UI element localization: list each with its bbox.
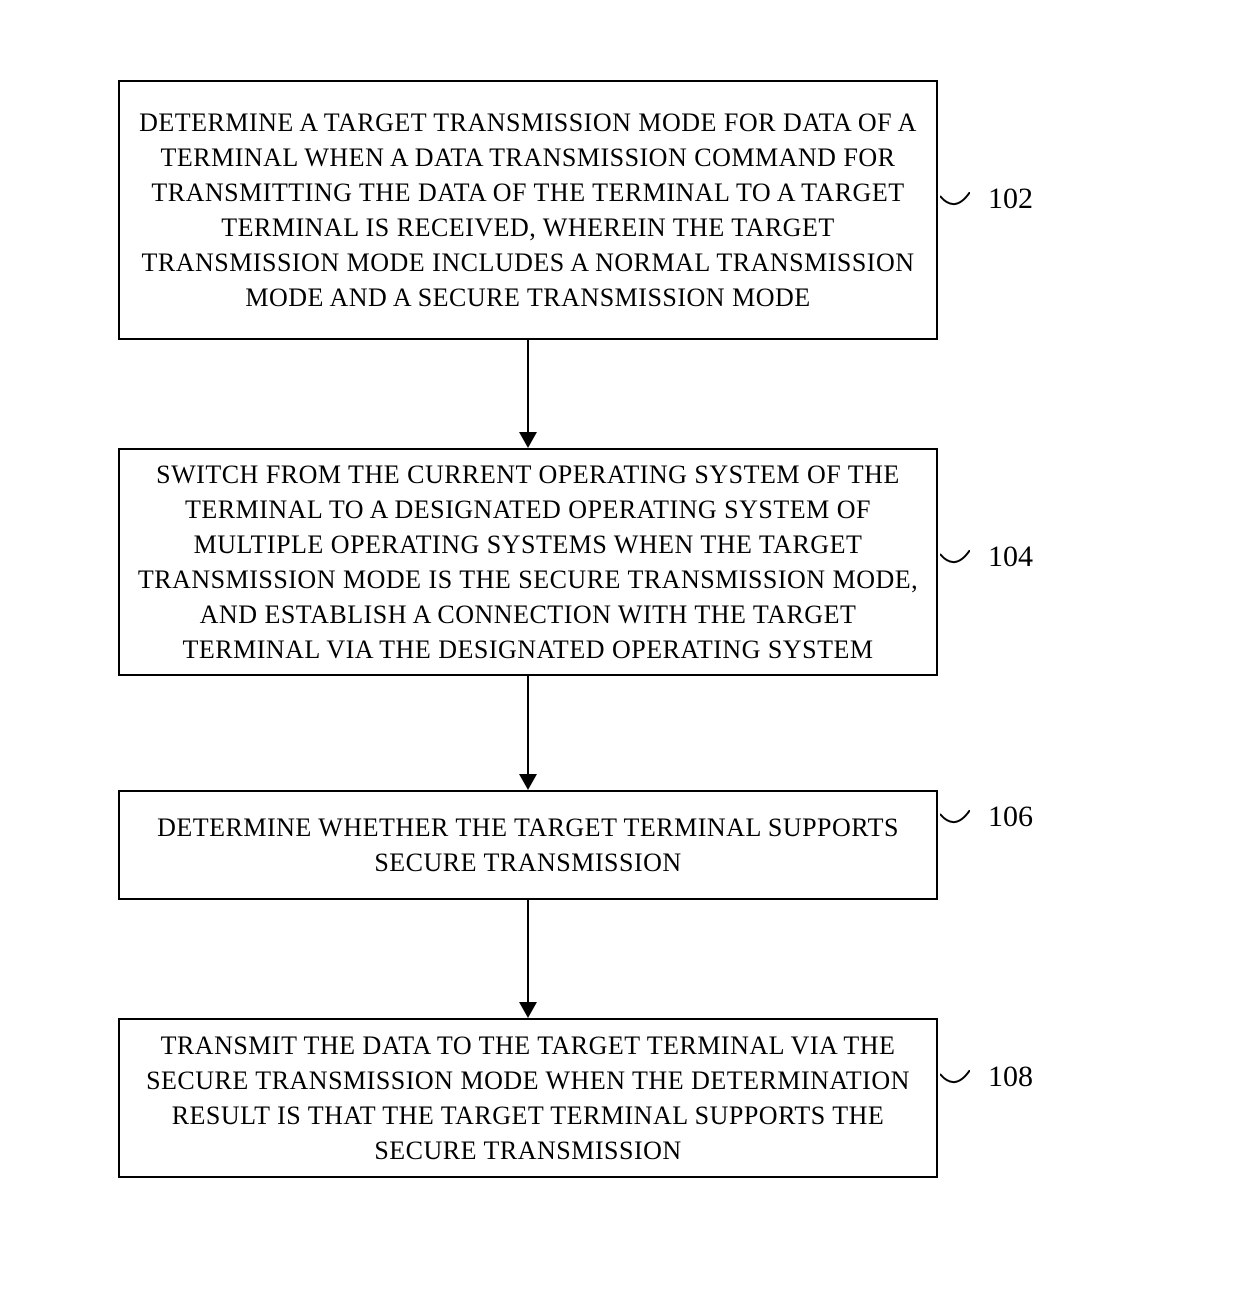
ref-tick-102 bbox=[940, 192, 970, 212]
arrow-102-104-head bbox=[519, 432, 537, 448]
flow-step-104-text: SWITCH FROM THE CURRENT OPERATING SYSTEM… bbox=[136, 457, 920, 668]
flow-step-106-text: DETERMINE WHETHER THE TARGET TERMINAL SU… bbox=[136, 810, 920, 880]
flow-step-102-text: DETERMINE A TARGET TRANSMISSION MODE FOR… bbox=[136, 105, 920, 316]
ref-label-108: 108 bbox=[988, 1060, 1033, 1094]
arrow-102-104-line bbox=[527, 340, 529, 432]
arrow-104-106-line bbox=[527, 676, 529, 774]
flow-step-102: DETERMINE A TARGET TRANSMISSION MODE FOR… bbox=[118, 80, 938, 340]
ref-tick-104 bbox=[940, 550, 970, 570]
flow-step-106: DETERMINE WHETHER THE TARGET TERMINAL SU… bbox=[118, 790, 938, 900]
ref-tick-106 bbox=[940, 810, 970, 830]
arrow-106-108-head bbox=[519, 1002, 537, 1018]
ref-label-104: 104 bbox=[988, 540, 1033, 574]
arrow-104-106-head bbox=[519, 774, 537, 790]
flowchart-canvas: DETERMINE A TARGET TRANSMISSION MODE FOR… bbox=[0, 0, 1240, 1299]
flow-step-104: SWITCH FROM THE CURRENT OPERATING SYSTEM… bbox=[118, 448, 938, 676]
arrow-106-108-line bbox=[527, 900, 529, 1002]
ref-label-102: 102 bbox=[988, 182, 1033, 216]
ref-tick-108 bbox=[940, 1070, 970, 1090]
flow-step-108-text: TRANSMIT THE DATA TO THE TARGET TERMINAL… bbox=[136, 1028, 920, 1168]
flow-step-108: TRANSMIT THE DATA TO THE TARGET TERMINAL… bbox=[118, 1018, 938, 1178]
ref-label-106: 106 bbox=[988, 800, 1033, 834]
